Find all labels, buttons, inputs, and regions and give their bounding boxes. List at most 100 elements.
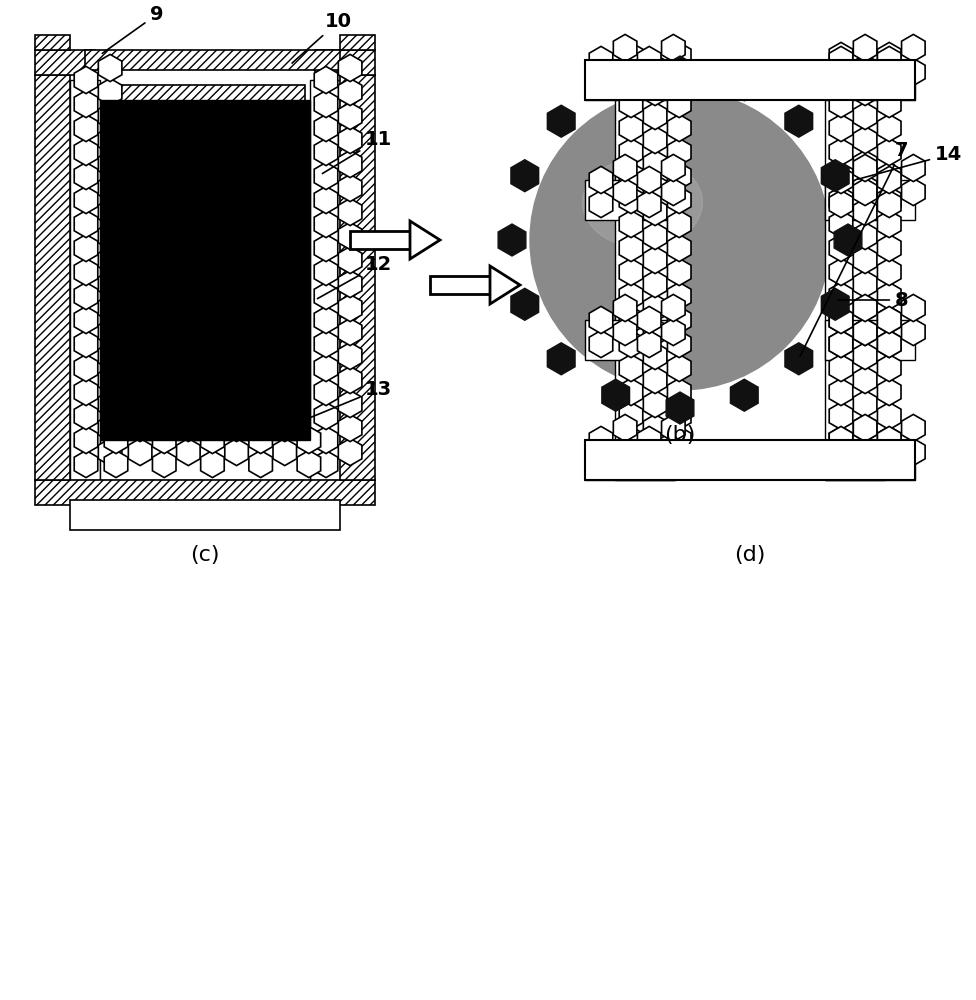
- Polygon shape: [830, 354, 853, 382]
- Polygon shape: [853, 246, 876, 274]
- Bar: [585, 60, 675, 100]
- Polygon shape: [590, 450, 613, 478]
- Polygon shape: [902, 178, 925, 206]
- Polygon shape: [877, 330, 901, 358]
- Polygon shape: [74, 90, 98, 118]
- Polygon shape: [822, 288, 849, 320]
- Polygon shape: [668, 90, 691, 118]
- Polygon shape: [99, 294, 122, 322]
- Polygon shape: [662, 438, 685, 466]
- Polygon shape: [74, 282, 98, 310]
- Bar: [585, 320, 675, 360]
- Polygon shape: [339, 174, 362, 202]
- Polygon shape: [510, 288, 539, 320]
- Polygon shape: [314, 186, 338, 214]
- Polygon shape: [643, 366, 667, 394]
- Polygon shape: [877, 114, 901, 142]
- Polygon shape: [834, 224, 862, 256]
- Polygon shape: [643, 294, 667, 322]
- Polygon shape: [104, 450, 128, 478]
- Polygon shape: [643, 174, 667, 202]
- Polygon shape: [590, 46, 613, 74]
- Polygon shape: [668, 162, 691, 190]
- Polygon shape: [152, 450, 176, 478]
- Polygon shape: [830, 450, 853, 478]
- Polygon shape: [853, 438, 876, 466]
- Polygon shape: [877, 378, 901, 406]
- Text: (d): (d): [734, 545, 766, 565]
- Bar: [825, 440, 915, 480]
- Bar: [430, 276, 490, 294]
- Polygon shape: [339, 366, 362, 394]
- Bar: [825, 180, 915, 220]
- Polygon shape: [853, 366, 876, 394]
- Polygon shape: [74, 402, 98, 430]
- Polygon shape: [668, 234, 691, 262]
- Polygon shape: [619, 162, 643, 190]
- Polygon shape: [339, 414, 362, 442]
- Polygon shape: [830, 234, 853, 262]
- Polygon shape: [877, 46, 901, 74]
- Polygon shape: [339, 102, 362, 130]
- Polygon shape: [619, 306, 643, 334]
- Polygon shape: [548, 343, 575, 375]
- Polygon shape: [339, 270, 362, 298]
- Polygon shape: [853, 294, 876, 322]
- Polygon shape: [339, 198, 362, 226]
- Text: 8: 8: [837, 290, 909, 310]
- Polygon shape: [410, 221, 440, 259]
- Polygon shape: [297, 450, 321, 478]
- Polygon shape: [339, 318, 362, 346]
- Polygon shape: [668, 66, 691, 94]
- Polygon shape: [668, 450, 691, 478]
- Polygon shape: [99, 366, 122, 394]
- Bar: [585, 180, 675, 220]
- Bar: [70, 80, 100, 480]
- Ellipse shape: [70, 110, 330, 370]
- Polygon shape: [877, 306, 901, 334]
- Polygon shape: [643, 198, 667, 226]
- Polygon shape: [668, 186, 691, 214]
- Polygon shape: [99, 438, 122, 466]
- Polygon shape: [99, 390, 122, 418]
- Polygon shape: [662, 34, 685, 62]
- Polygon shape: [877, 162, 901, 190]
- Polygon shape: [662, 154, 685, 182]
- Polygon shape: [619, 210, 643, 238]
- Polygon shape: [177, 438, 200, 466]
- Bar: [825, 320, 915, 360]
- Polygon shape: [314, 66, 338, 94]
- Polygon shape: [668, 282, 691, 310]
- Polygon shape: [902, 414, 925, 442]
- Polygon shape: [99, 102, 122, 130]
- Polygon shape: [830, 70, 853, 98]
- Polygon shape: [853, 342, 876, 370]
- Polygon shape: [314, 378, 338, 406]
- Polygon shape: [830, 426, 853, 454]
- Polygon shape: [613, 178, 637, 206]
- Polygon shape: [152, 426, 176, 454]
- Polygon shape: [339, 342, 362, 370]
- Polygon shape: [877, 330, 901, 358]
- Polygon shape: [643, 414, 667, 442]
- Polygon shape: [877, 402, 901, 430]
- Polygon shape: [853, 34, 876, 62]
- Polygon shape: [74, 186, 98, 214]
- Polygon shape: [830, 138, 853, 166]
- Polygon shape: [619, 234, 643, 262]
- Polygon shape: [619, 66, 643, 94]
- Polygon shape: [201, 426, 224, 454]
- Bar: [585, 60, 915, 100]
- Polygon shape: [637, 190, 661, 218]
- Polygon shape: [668, 258, 691, 286]
- Polygon shape: [74, 66, 98, 94]
- Polygon shape: [339, 126, 362, 154]
- Polygon shape: [613, 318, 637, 346]
- Polygon shape: [730, 69, 758, 101]
- Polygon shape: [99, 150, 122, 178]
- Polygon shape: [99, 78, 122, 106]
- Polygon shape: [74, 306, 98, 334]
- Polygon shape: [314, 450, 338, 478]
- Polygon shape: [224, 414, 248, 442]
- Polygon shape: [877, 258, 901, 286]
